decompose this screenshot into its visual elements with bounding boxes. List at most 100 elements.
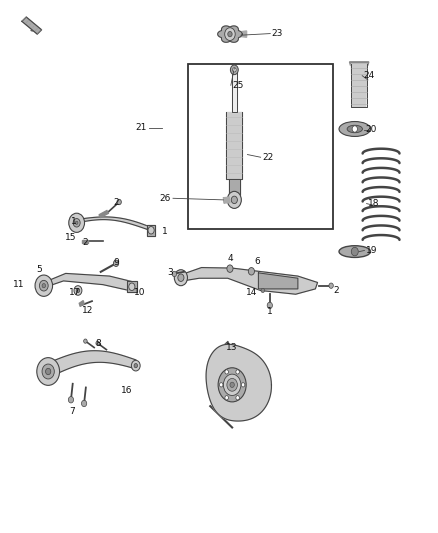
Polygon shape [82,240,88,243]
Circle shape [42,364,54,379]
Text: 26: 26 [159,194,171,203]
Polygon shape [180,268,318,294]
Polygon shape [147,225,155,236]
Circle shape [73,219,80,227]
Circle shape [230,65,238,75]
Polygon shape [351,64,367,107]
Circle shape [236,370,239,374]
Ellipse shape [339,246,371,257]
Circle shape [267,302,272,309]
Text: 1: 1 [71,217,77,225]
Text: 16: 16 [121,386,133,394]
Circle shape [46,368,51,375]
Polygon shape [99,211,109,217]
Text: 17: 17 [69,288,80,296]
Text: 14: 14 [246,288,258,296]
Text: 4: 4 [227,254,233,263]
Polygon shape [127,281,137,292]
Circle shape [148,227,154,234]
Text: 15: 15 [65,233,77,241]
Text: 22: 22 [263,153,274,161]
Text: 21: 21 [135,124,147,132]
Circle shape [230,382,234,387]
Circle shape [178,274,184,281]
Text: 11: 11 [13,280,24,288]
Circle shape [223,374,241,395]
Circle shape [134,364,138,368]
Circle shape [352,126,357,132]
Polygon shape [48,351,136,378]
Polygon shape [40,273,136,290]
Polygon shape [229,179,240,195]
Text: 10: 10 [134,288,145,296]
Text: 1: 1 [162,228,168,236]
Text: 12: 12 [82,306,93,314]
Circle shape [81,400,87,407]
Circle shape [42,284,46,288]
Circle shape [37,358,60,385]
Circle shape [241,383,245,387]
Circle shape [227,378,237,391]
Text: 7: 7 [69,407,75,416]
Circle shape [117,199,121,205]
Polygon shape [79,301,84,306]
Text: 19: 19 [366,246,377,255]
Circle shape [69,213,85,232]
Circle shape [248,268,254,275]
Polygon shape [258,273,298,289]
Circle shape [236,395,239,400]
Circle shape [68,397,74,403]
Circle shape [233,68,236,72]
Circle shape [219,383,223,387]
Ellipse shape [347,125,363,133]
Polygon shape [232,72,237,112]
Circle shape [329,283,333,288]
Circle shape [76,288,80,293]
Text: 13: 13 [226,343,238,352]
Text: 2: 2 [83,238,88,247]
Circle shape [227,191,241,208]
Text: 2: 2 [113,198,119,207]
Text: 18: 18 [368,199,379,208]
Text: 8: 8 [95,340,102,348]
Circle shape [39,280,48,291]
Text: 2: 2 [333,286,339,295]
Polygon shape [206,344,272,421]
Circle shape [351,247,358,256]
Circle shape [225,370,229,374]
Polygon shape [218,26,242,42]
Text: 5: 5 [36,265,42,273]
Text: 6: 6 [254,257,260,265]
Text: 20: 20 [366,125,377,134]
Text: 25: 25 [232,81,244,90]
Circle shape [225,395,229,400]
Text: 3: 3 [167,269,173,277]
Circle shape [84,339,87,343]
Circle shape [131,360,140,371]
Polygon shape [226,112,242,179]
Circle shape [113,260,119,266]
Text: 23: 23 [272,29,283,38]
Ellipse shape [339,122,371,136]
Text: 9: 9 [113,258,119,266]
Bar [188,64,333,229]
Circle shape [75,221,78,224]
Text: 1: 1 [266,308,272,316]
Polygon shape [350,62,369,65]
Polygon shape [22,17,42,34]
Circle shape [35,275,53,296]
Polygon shape [239,31,247,37]
Circle shape [218,368,246,402]
Circle shape [227,265,233,272]
Polygon shape [77,217,155,229]
Polygon shape [223,197,230,203]
Circle shape [225,28,235,41]
Circle shape [129,283,135,290]
Circle shape [74,286,82,295]
Circle shape [228,31,232,37]
Circle shape [96,341,99,345]
Text: 24: 24 [364,71,375,80]
Circle shape [231,196,237,204]
Circle shape [174,270,187,286]
Circle shape [261,288,265,293]
